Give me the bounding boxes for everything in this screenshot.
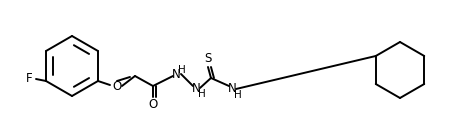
Text: N: N (228, 83, 237, 95)
Text: N: N (192, 82, 201, 95)
Text: O: O (112, 79, 122, 92)
Text: H: H (234, 90, 242, 100)
Text: H: H (178, 65, 186, 75)
Text: F: F (26, 71, 32, 84)
Text: O: O (148, 99, 158, 112)
Text: N: N (171, 67, 180, 80)
Text: H: H (198, 89, 206, 99)
Text: S: S (204, 52, 212, 66)
